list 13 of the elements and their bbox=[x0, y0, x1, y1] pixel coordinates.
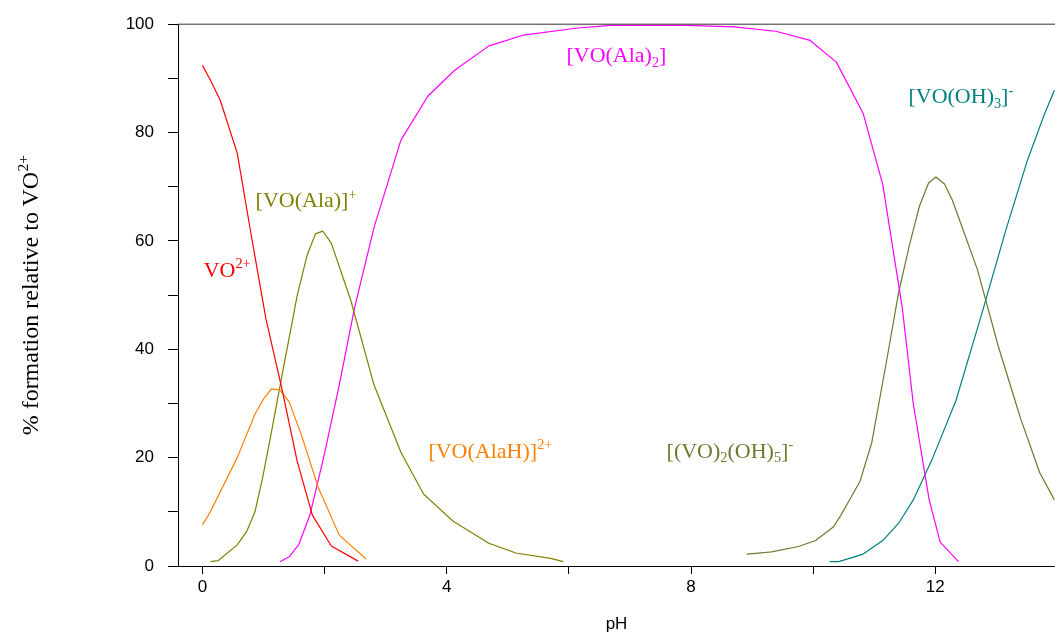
y-tick-label: 20 bbox=[135, 447, 154, 467]
x-tick-label: 12 bbox=[925, 576, 945, 596]
y-tick-label: 60 bbox=[135, 230, 154, 250]
x-tick-label: 4 bbox=[441, 576, 452, 596]
y-tick-label: 40 bbox=[135, 338, 154, 358]
y-tick-label: 100 bbox=[125, 13, 154, 33]
y-tick-label: 0 bbox=[144, 555, 154, 575]
series-label: [VO(Ala)]+ bbox=[255, 185, 357, 213]
y-tick-label: 80 bbox=[135, 122, 154, 142]
x-axis-title: pH bbox=[605, 614, 628, 634]
x-tick-label: 8 bbox=[686, 576, 696, 596]
x-tick-label: 0 bbox=[197, 576, 208, 596]
y-axis-title: % formation relative to VO2+ bbox=[14, 154, 43, 436]
